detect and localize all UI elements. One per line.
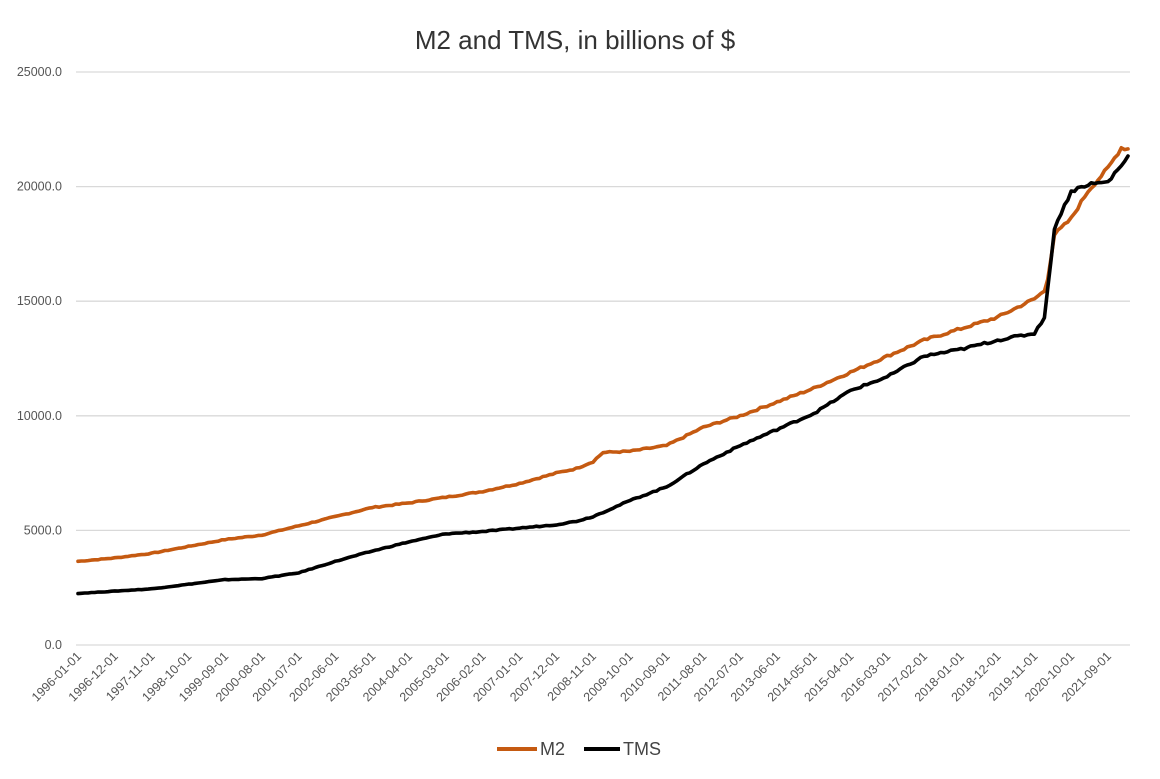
y-tick-label: 5000.0 [24, 523, 62, 537]
gridlines [76, 71, 1130, 646]
series-line-m2 [76, 146, 1130, 564]
y-tick-label: 10000.0 [17, 409, 62, 423]
legend-label-tms: TMS [623, 739, 661, 759]
chart-title: M2 and TMS, in billions of $ [415, 25, 736, 55]
legend-label-m2: M2 [540, 739, 565, 759]
legend: M2 TMS [497, 739, 661, 759]
y-tick-label: 25000.0 [17, 65, 62, 79]
y-axis-ticks: 0.0 5000.0 10000.0 15000.0 20000.0 25000.0 [17, 65, 62, 652]
series-line-tms [76, 154, 1130, 596]
x-axis-ticks: 1996-01-011996-12-011997-11-011998-10-01… [29, 649, 1114, 704]
y-tick-label: 15000.0 [17, 294, 62, 308]
y-tick-label: 20000.0 [17, 180, 62, 194]
series-lines [76, 146, 1130, 596]
y-tick-label: 0.0 [45, 638, 62, 652]
